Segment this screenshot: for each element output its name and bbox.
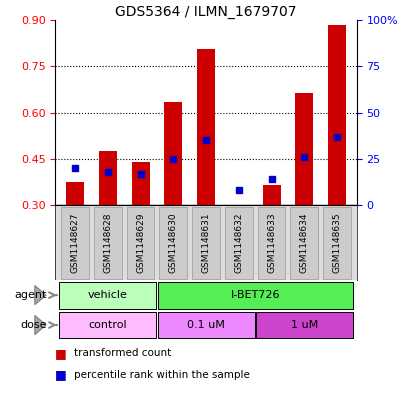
Text: 1 uM: 1 uM [290,320,317,330]
Bar [159,207,187,279]
Text: agent: agent [15,290,47,300]
Polygon shape [35,286,46,305]
Bar [229,204,247,205]
Title: GDS5364 / ILMN_1679707: GDS5364 / ILMN_1679707 [115,5,296,19]
Bar [126,207,154,279]
Bar [99,151,117,205]
Text: dose: dose [20,320,47,330]
Bar [197,50,214,205]
Text: control: control [88,320,127,330]
Bar [322,207,350,279]
Bar [257,207,285,279]
Text: vehicle: vehicle [88,290,127,300]
Bar [157,282,352,309]
Text: GSM1148628: GSM1148628 [103,213,112,273]
Bar [290,207,317,279]
Bar [255,312,352,338]
Bar [192,207,219,279]
Bar [131,162,149,205]
Polygon shape [35,316,46,334]
Text: percentile rank within the sample: percentile rank within the sample [74,369,249,380]
Text: GSM1148629: GSM1148629 [136,213,145,273]
Text: transformed count: transformed count [74,348,171,358]
Bar [164,102,182,205]
Bar [94,207,121,279]
Bar [157,312,254,338]
Text: GSM1148635: GSM1148635 [332,212,341,273]
Bar [66,182,84,205]
Text: GSM1148630: GSM1148630 [169,212,178,273]
Text: ■: ■ [55,347,67,360]
Text: GSM1148634: GSM1148634 [299,213,308,273]
Text: ■: ■ [55,368,67,381]
Text: GSM1148632: GSM1148632 [234,213,243,273]
Text: GSM1148627: GSM1148627 [70,213,79,273]
Text: GSM1148631: GSM1148631 [201,212,210,273]
Bar [294,92,312,205]
Text: GSM1148633: GSM1148633 [266,212,275,273]
Bar [327,25,345,205]
Bar [61,207,89,279]
Text: I-BET726: I-BET726 [230,290,279,300]
Bar [262,185,280,205]
Bar [224,207,252,279]
Text: 0.1 uM: 0.1 uM [187,320,225,330]
Bar [59,282,156,309]
Bar [59,312,156,338]
